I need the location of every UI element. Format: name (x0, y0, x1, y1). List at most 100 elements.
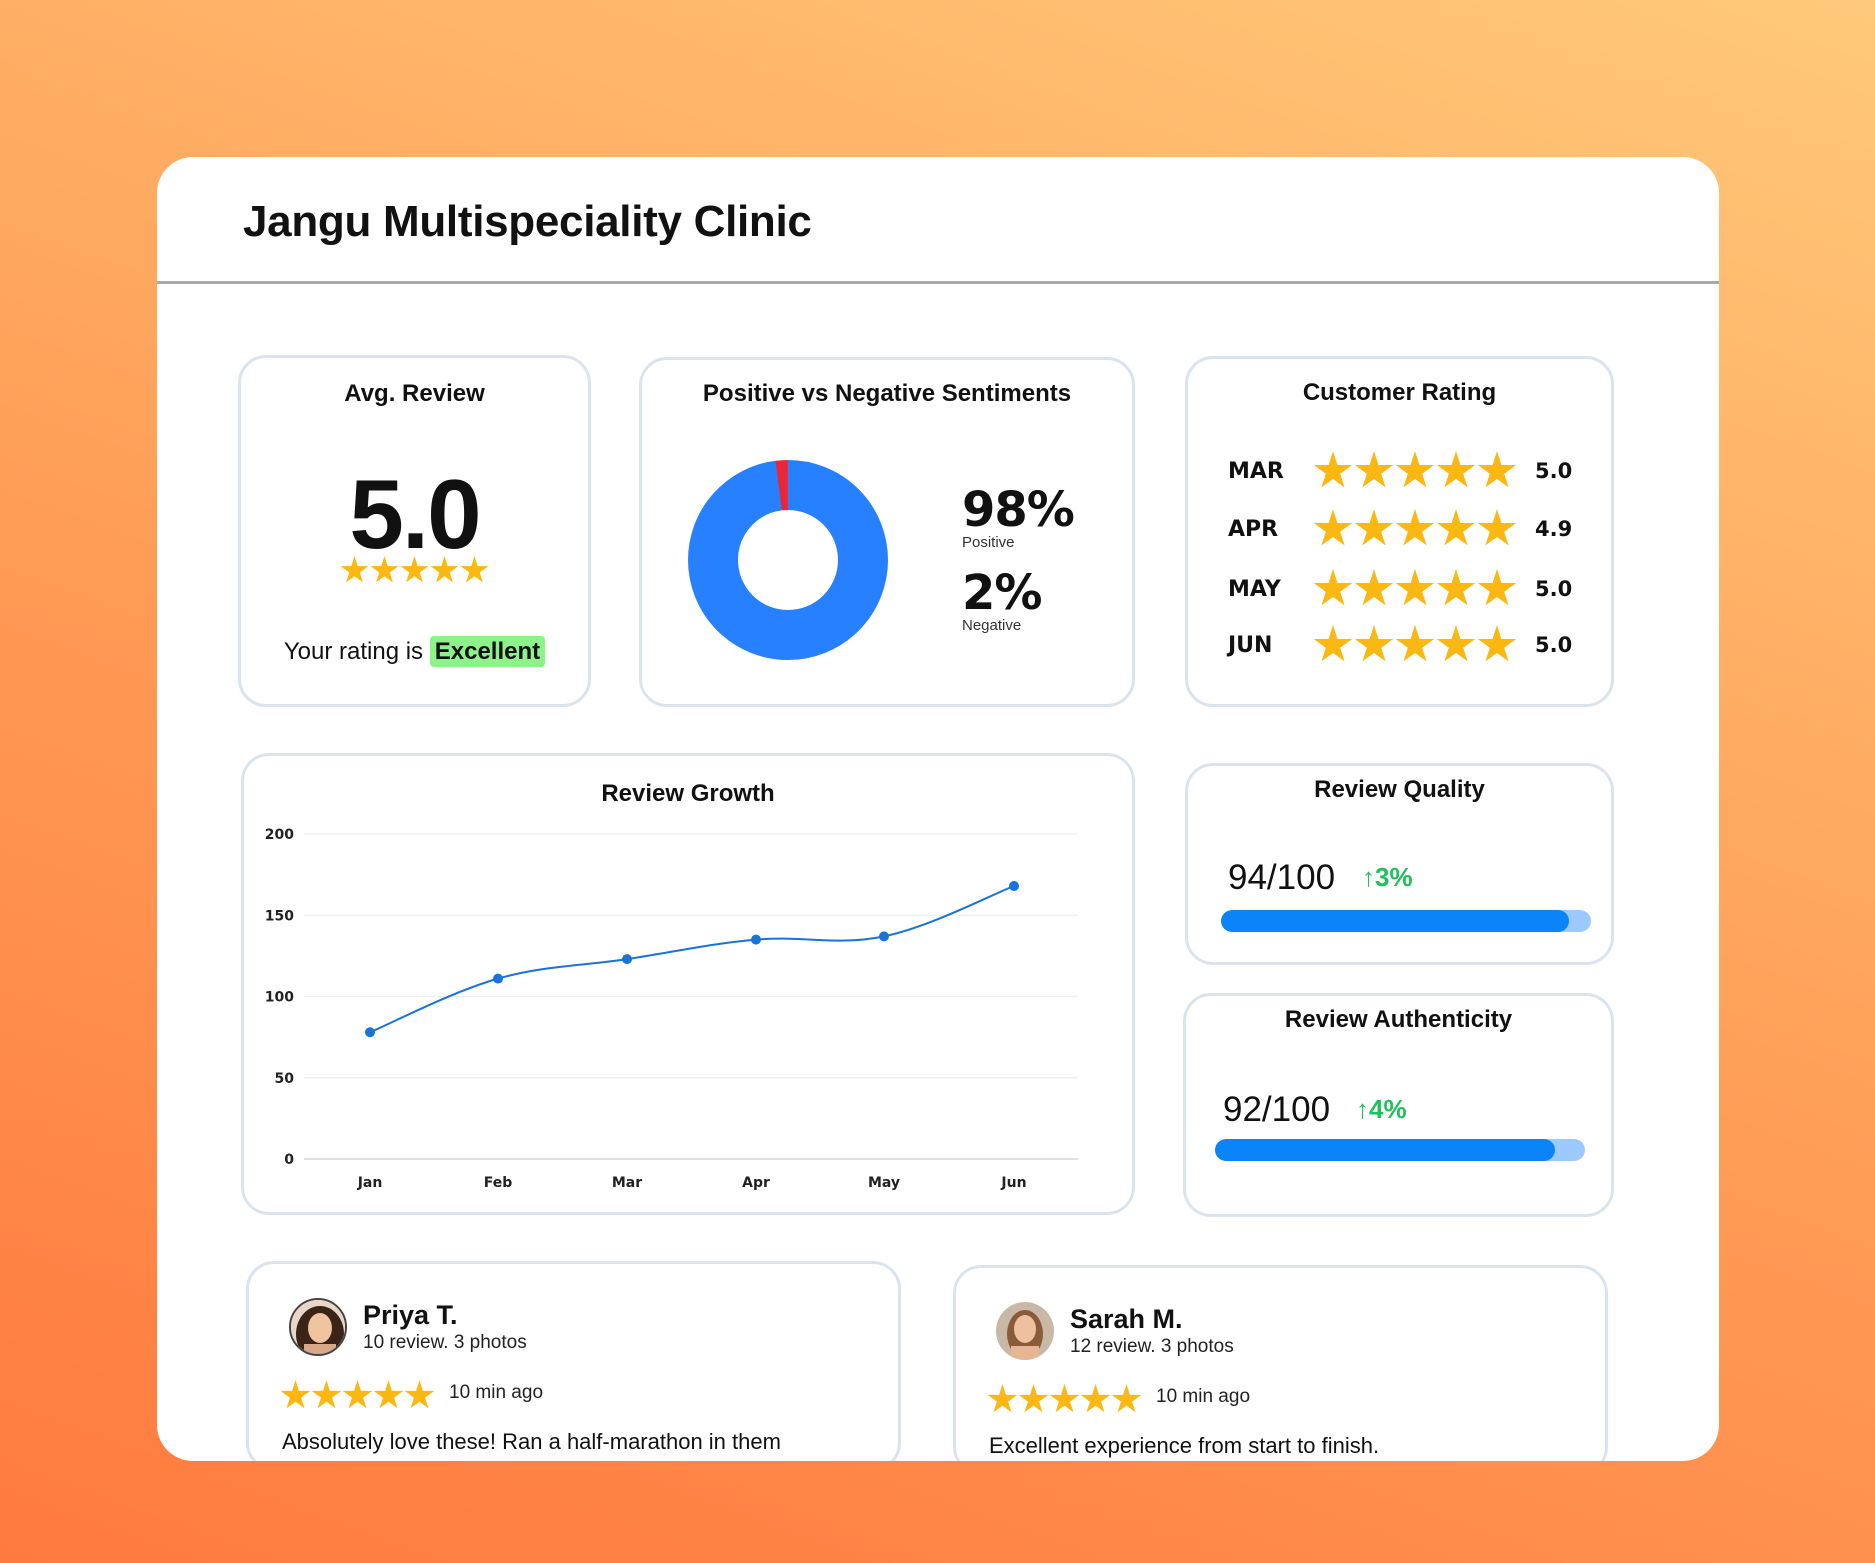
dashboard-panel: Jangu Multispeciality Clinic Avg. Review… (157, 157, 1719, 1461)
rating-stars (1313, 569, 1518, 614)
review-authenticity-card: Review Authenticity 92/100 ↑4% (1183, 993, 1614, 1217)
review-time: 10 min ago (449, 1382, 544, 1403)
review-stars (280, 1380, 435, 1416)
star-icon (1354, 625, 1394, 662)
rating-month: MAY (1228, 577, 1281, 602)
star-icon (1111, 1384, 1142, 1413)
star-icon (404, 1380, 435, 1409)
x-tick-label: Apr (742, 1175, 770, 1191)
data-point (493, 973, 503, 984)
star-icon (340, 556, 369, 583)
x-tick-label: Jan (357, 1175, 383, 1191)
review-quality-delta: ↑3% (1362, 862, 1413, 892)
star-icon (1395, 625, 1435, 662)
star-icon (373, 1380, 404, 1409)
rating-prefix: Your rating is (283, 638, 424, 665)
data-point (1009, 881, 1019, 891)
rating-month: APR (1228, 517, 1279, 542)
star-icon (1313, 451, 1353, 488)
panel-header: Jangu Multispeciality Clinic (157, 157, 1719, 284)
positive-percent: 98% (962, 482, 1075, 538)
star-icon (1313, 625, 1353, 662)
review-growth-card: Review Growth 200 150 100 50 0 Jan Feb Mar Apr Ma… (241, 753, 1135, 1215)
data-point (751, 934, 761, 945)
avg-review-stars (241, 556, 588, 590)
reviewer-name: Priya T. (363, 1300, 458, 1330)
star-icon (1477, 451, 1517, 488)
star-icon (1395, 509, 1435, 546)
positive-label: Positive (962, 534, 1015, 551)
star-icon (280, 1380, 311, 1409)
rating-row: APR 4.9 (1228, 509, 1588, 549)
rating-row: JUN 5.0 (1228, 625, 1588, 665)
rating-badge: Excellent (429, 636, 546, 667)
star-icon (342, 1380, 373, 1409)
star-icon (460, 556, 489, 583)
sentiment-title: Positive vs Negative Sentiments (702, 380, 1072, 407)
review-growth-chart: 200 150 100 50 0 Jan Feb Mar Apr May Jun (265, 827, 1078, 1191)
avatar (996, 1302, 1054, 1360)
y-tick-label: 150 (265, 908, 294, 924)
reviewer-name: Sarah M. (1070, 1304, 1183, 1334)
positive-stat: 98% Positive (962, 482, 1075, 551)
negative-percent: 2% (962, 565, 1042, 621)
series-line (369, 885, 1015, 1034)
star-icon (1477, 509, 1517, 546)
star-icon (370, 556, 399, 583)
avatar-photo-icon (291, 1300, 345, 1354)
star-icon (1436, 625, 1476, 662)
data-point (622, 954, 632, 965)
rating-summary: Your rating is Excellent (241, 636, 588, 667)
reviewer-meta: 10 review. 3 photos (363, 1332, 527, 1353)
review-authenticity-bar (1215, 1139, 1585, 1161)
review-card: Sarah M. 12 review. 3 photos 10 min ago … (953, 1265, 1608, 1461)
star-icon (1313, 569, 1353, 606)
star-icon (1477, 569, 1517, 606)
negative-stat: 2% Negative (962, 565, 1042, 634)
review-quality-card: Review Quality 94/100 ↑3% (1185, 763, 1614, 965)
reviewer-meta: 12 review. 3 photos (1070, 1336, 1234, 1357)
review-authenticity-title: Review Authenticity (1284, 1006, 1513, 1033)
star-icon (430, 556, 459, 583)
review-quality-score: 94/100 (1228, 858, 1336, 897)
review-text: Absolutely love these! Ran a half-marath… (282, 1429, 781, 1454)
star-icon (1354, 569, 1394, 606)
data-point (879, 931, 889, 942)
x-tick-label: Mar (612, 1175, 642, 1191)
rating-stars (1313, 451, 1518, 496)
star-icon (1354, 451, 1394, 488)
rating-row: MAY 5.0 (1228, 569, 1588, 609)
star-icon (1436, 509, 1476, 546)
donut-positive-slice (688, 460, 888, 660)
customer-rating-card: Customer Rating MAR 5.0 APR 4.9 MAY 5.0 … (1185, 356, 1614, 707)
review-authenticity-bar-fill (1215, 1139, 1556, 1161)
star-icon (1049, 1384, 1080, 1413)
star-icon (1354, 509, 1394, 546)
star-icon (1436, 569, 1476, 606)
avatar (289, 1298, 347, 1356)
review-card: Priya T. 10 review. 3 photos 10 min ago … (246, 1261, 901, 1461)
star-icon (311, 1380, 342, 1409)
review-authenticity-delta: ↑4% (1356, 1094, 1407, 1124)
rating-value: 5.0 (1535, 577, 1573, 601)
y-tick-label: 200 (265, 827, 294, 843)
rating-row: MAR 5.0 (1228, 451, 1588, 491)
star-icon (1477, 625, 1517, 662)
y-tick-label: 50 (275, 1071, 295, 1087)
rating-value: 4.9 (1535, 517, 1573, 541)
x-tick-label: Jun (1000, 1175, 1026, 1191)
star-icon (1018, 1384, 1049, 1413)
rating-stars (1313, 509, 1518, 554)
sentiment-card: Positive vs Negative Sentiments 98% Posi… (639, 357, 1135, 707)
y-tick-label: 0 (284, 1152, 294, 1168)
avatar-photo-icon (996, 1302, 1054, 1360)
page-title: Jangu Multispeciality Clinic (243, 197, 812, 246)
star-icon (1313, 509, 1353, 546)
negative-label: Negative (962, 617, 1022, 634)
review-quality-bar (1221, 910, 1591, 932)
star-icon (1395, 569, 1435, 606)
rating-value: 5.0 (1535, 459, 1573, 483)
avg-review-value: 5.0 (349, 459, 481, 569)
rating-month: MAR (1228, 459, 1284, 484)
star-icon (1436, 451, 1476, 488)
